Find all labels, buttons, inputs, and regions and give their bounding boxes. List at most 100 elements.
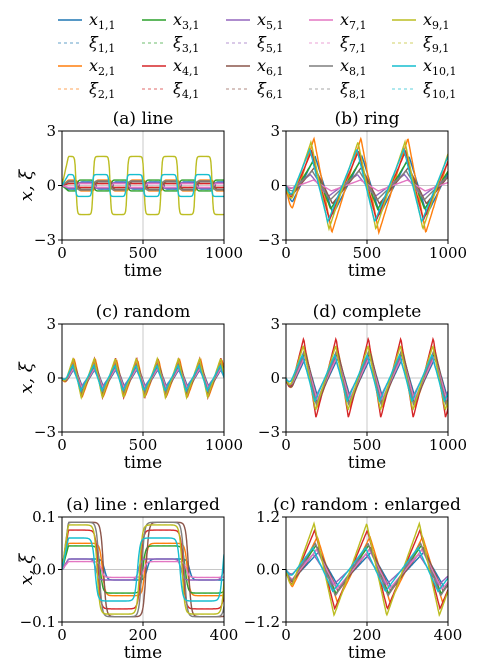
legend-label: x6,1 — [257, 56, 284, 78]
y-tick-label: −1.2 — [244, 613, 280, 631]
legend-entry: ξ6,1 — [226, 79, 283, 101]
legend-entry: x6,1 — [226, 56, 284, 78]
chart-title: (a) line — [113, 109, 174, 129]
series-line-xi — [286, 542, 448, 597]
chart-title: (b) ring — [335, 109, 400, 129]
series-line-xi — [62, 174, 224, 197]
x-tick-label: 1000 — [429, 436, 467, 454]
legend-entry: x3,1 — [142, 10, 200, 32]
series-line-x — [286, 535, 448, 604]
chart-panel: 0 200 400 1.2 0.0 −1.2 (c) random : enlarged ti… — [244, 495, 463, 663]
y-axis-label: x, ξ — [16, 169, 37, 202]
y-tick-label: 0 — [46, 177, 56, 195]
x-axis-label: time — [348, 643, 386, 663]
legend-label: ξ3,1 — [173, 33, 199, 55]
x-axis-label: time — [124, 261, 162, 281]
series-line-x — [62, 537, 224, 602]
series-line-xi — [62, 180, 224, 191]
series-line-xi — [286, 354, 448, 403]
series-line-xi — [62, 524, 224, 615]
series-line-xi — [62, 155, 224, 216]
series-line-xi — [62, 364, 224, 393]
x-tick-label: 500 — [129, 436, 158, 454]
legend-entry: x9,1 — [392, 10, 450, 32]
series-group — [62, 356, 224, 401]
legend-label: ξ2,1 — [89, 79, 115, 101]
series-group — [286, 136, 448, 236]
legend-label: x3,1 — [173, 10, 200, 32]
chart-title: (d) complete — [313, 302, 422, 322]
series-group — [62, 155, 224, 216]
legend-entry: ξ9,1 — [392, 33, 449, 55]
legend-entry: x8,1 — [309, 56, 367, 78]
y-tick-label: 1.2 — [256, 508, 280, 526]
series-line-xi — [62, 521, 224, 618]
chart-title: (a) line : enlarged — [66, 495, 220, 515]
legend-label: ξ8,1 — [340, 79, 366, 101]
legend-label: x7,1 — [340, 10, 367, 32]
series-line-xi — [62, 179, 224, 192]
x-tick-label: 200 — [129, 626, 158, 644]
x-tick-label: 200 — [353, 626, 382, 644]
legend-label: x5,1 — [257, 10, 284, 32]
x-axis-label: time — [124, 643, 162, 663]
x-tick-label: 0 — [57, 244, 67, 262]
chart-panel: 0 200 400 0.1 0.0 −0.1 (a) line : enlarged time… — [16, 495, 238, 663]
series-line-xi — [62, 545, 224, 594]
y-tick-label: 3 — [46, 315, 56, 333]
legend-label: x2,1 — [89, 56, 116, 78]
y-tick-label: 3 — [270, 122, 280, 140]
y-tick-label: −3 — [258, 231, 280, 249]
legend: x1,1 x3,1 x5,1 x7,1 x9,1 ξ1,1 ξ3,1 ξ5,1 ξ7,1 ξ9,1… — [58, 10, 457, 101]
legend-entry: ξ1,1 — [58, 33, 115, 55]
x-tick-label: 0 — [281, 436, 291, 454]
series-line-x — [62, 542, 224, 597]
legend-label: ξ10,1 — [423, 79, 456, 101]
series-line-xi — [286, 546, 448, 593]
legend-label: x8,1 — [340, 56, 367, 78]
legend-entry: ξ7,1 — [309, 33, 366, 55]
series-line-xi — [62, 558, 224, 581]
legend-entry: x10,1 — [392, 56, 457, 78]
y-axis-label: x, ξ — [16, 361, 37, 394]
x-tick-label: 1000 — [205, 244, 243, 262]
legend-label: ξ5,1 — [257, 33, 283, 55]
series-line-xi — [286, 353, 448, 403]
series-group — [286, 336, 448, 418]
y-tick-label: −3 — [258, 423, 280, 441]
legend-label: x1,1 — [89, 10, 116, 32]
y-tick-label: −3 — [34, 231, 56, 249]
y-tick-label: 0.1 — [32, 508, 56, 526]
series-line-xi — [286, 521, 448, 617]
y-tick-label: 0.0 — [32, 561, 56, 579]
legend-label: ξ9,1 — [423, 33, 449, 55]
legend-label: ξ1,1 — [89, 33, 115, 55]
x-tick-label: 500 — [129, 244, 158, 262]
series-line-xi — [62, 362, 224, 394]
legend-entry: ξ8,1 — [309, 79, 366, 101]
legend-entry: x1,1 — [58, 10, 116, 32]
legend-entry: x4,1 — [142, 56, 200, 78]
y-tick-label: 0 — [270, 369, 280, 387]
x-tick-label: 400 — [434, 626, 463, 644]
series-line-xi — [62, 529, 224, 610]
series-line-xi — [62, 183, 224, 188]
series-line-xi — [286, 345, 448, 411]
series-group — [286, 521, 448, 617]
chart-title: (c) random — [96, 302, 191, 322]
legend-entry: ξ5,1 — [226, 33, 283, 55]
x-axis-label: time — [348, 453, 386, 473]
x-tick-label: 500 — [353, 244, 382, 262]
legend-entry: x2,1 — [58, 56, 116, 78]
x-tick-label: 0 — [57, 626, 67, 644]
series-group — [62, 521, 224, 618]
x-tick-label: 0 — [281, 626, 291, 644]
legend-label: x4,1 — [173, 56, 200, 78]
y-tick-label: −0.1 — [20, 613, 56, 631]
